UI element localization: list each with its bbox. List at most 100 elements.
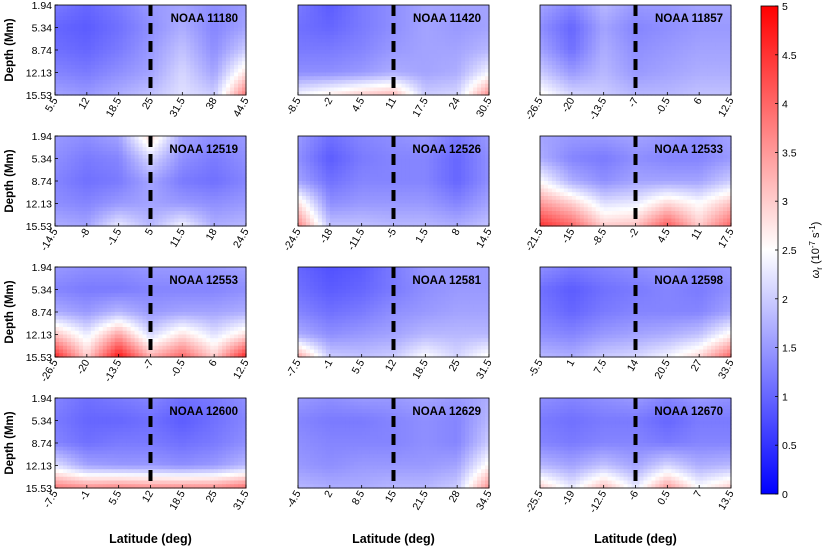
heatmap-cell: [322, 50, 327, 54]
heatmap-cell: [370, 20, 375, 24]
heatmap-cell: [170, 136, 175, 140]
heatmap-cell: [170, 207, 175, 211]
heatmap-cell: [103, 69, 108, 73]
heatmap-cell: [425, 136, 430, 140]
heatmap-cell: [703, 43, 708, 47]
heatmap-cell: [306, 84, 311, 88]
heatmap-cell: [560, 5, 565, 9]
heatmap-cell: [671, 61, 676, 65]
heatmap-cell: [675, 84, 680, 88]
heatmap-cell: [190, 211, 195, 215]
heatmap-cell: [655, 5, 660, 9]
heatmap-cell: [314, 50, 319, 54]
heatmap-cell: [166, 39, 171, 43]
heatmap-cell: [366, 20, 371, 24]
heatmap-cell: [306, 31, 311, 35]
heatmap-cell: [691, 69, 696, 73]
heatmap-cell: [723, 35, 728, 39]
heatmap-cell: [206, 69, 211, 73]
heatmap-cell: [83, 9, 88, 13]
heatmap-cell: [59, 88, 64, 92]
heatmap-cell: [707, 84, 712, 88]
heatmap-cell: [190, 39, 195, 43]
heatmap-cell: [322, 54, 327, 58]
heatmap-cell: [107, 16, 112, 20]
heatmap-cell: [87, 170, 92, 174]
heatmap-cell: [711, 69, 716, 73]
x-tick-label: 31.5: [167, 95, 188, 119]
heatmap-cell: [457, 88, 462, 92]
heatmap-cell: [358, 73, 363, 77]
heatmap-cell: [206, 5, 211, 9]
heatmap-cell: [370, 43, 375, 47]
heatmap-cell: [131, 31, 136, 35]
heatmap-cell: [103, 35, 108, 39]
heatmap-cell: [358, 136, 363, 140]
heatmap-cell: [222, 43, 227, 47]
heatmap-cell: [628, 76, 633, 80]
heatmap-cell: [350, 58, 355, 62]
heatmap-cell: [186, 69, 191, 73]
heatmap-cell: [67, 46, 72, 50]
heatmap-cell: [115, 219, 120, 223]
heatmap-cell: [202, 69, 207, 73]
heatmap-cell: [154, 24, 159, 28]
heatmap-cell: [346, 80, 351, 84]
heatmap-cell: [370, 144, 375, 148]
heatmap-cell: [453, 80, 458, 84]
heatmap-cell: [71, 174, 76, 178]
heatmap-cell: [330, 20, 335, 24]
heatmap-cell: [202, 181, 207, 185]
heatmap-cell: [564, 69, 569, 73]
heatmap-cell: [401, 84, 406, 88]
heatmap-cell: [83, 50, 88, 54]
heatmap-cell: [572, 24, 577, 28]
heatmap-cell: [540, 20, 545, 24]
heatmap-cell: [588, 16, 593, 20]
heatmap-cell: [91, 20, 96, 24]
heatmap-cell: [210, 189, 215, 193]
heatmap-cell: [194, 204, 199, 208]
heatmap-cell: [322, 9, 327, 13]
heatmap-cell: [55, 159, 60, 163]
heatmap-cell: [107, 20, 112, 24]
heatmap-cell: [620, 76, 625, 80]
heatmap-cell: [115, 215, 120, 219]
heatmap-cell: [127, 155, 132, 159]
heatmap-cell: [378, 46, 383, 50]
heatmap-cell: [234, 54, 239, 58]
heatmap-cell: [154, 31, 159, 35]
heatmap-cell: [556, 73, 561, 77]
heatmap-cell: [378, 20, 383, 24]
heatmap-cell: [723, 73, 728, 77]
heatmap-cell: [75, 16, 80, 20]
heatmap-cell: [158, 73, 163, 77]
heatmap-cell: [186, 28, 191, 32]
heatmap-cell: [115, 144, 120, 148]
heatmap-cell: [540, 35, 545, 39]
heatmap-cell: [675, 65, 680, 69]
heatmap-cell: [552, 61, 557, 65]
heatmap-cell: [588, 28, 593, 32]
heatmap-cell: [639, 69, 644, 73]
heatmap-cell: [178, 207, 183, 211]
heatmap-cell: [584, 61, 589, 65]
heatmap-cell: [123, 9, 128, 13]
heatmap-cell: [123, 39, 128, 43]
heatmap-cell: [691, 65, 696, 69]
heatmap-cell: [131, 207, 136, 211]
heatmap-cell: [449, 35, 454, 39]
heatmap-cell: [457, 5, 462, 9]
heatmap-cell: [310, 159, 315, 163]
heatmap-cell: [719, 73, 724, 77]
heatmap-cell: [318, 58, 323, 62]
heatmap-cell: [465, 43, 470, 47]
x-tick-label: -8.5: [284, 95, 304, 117]
heatmap-cell: [119, 76, 124, 80]
heatmap-cell: [314, 155, 319, 159]
heatmap-cell: [103, 20, 108, 24]
heatmap-cell: [139, 196, 144, 200]
heatmap-cell: [616, 61, 621, 65]
heatmap-cell: [600, 20, 605, 24]
heatmap-cell: [83, 80, 88, 84]
